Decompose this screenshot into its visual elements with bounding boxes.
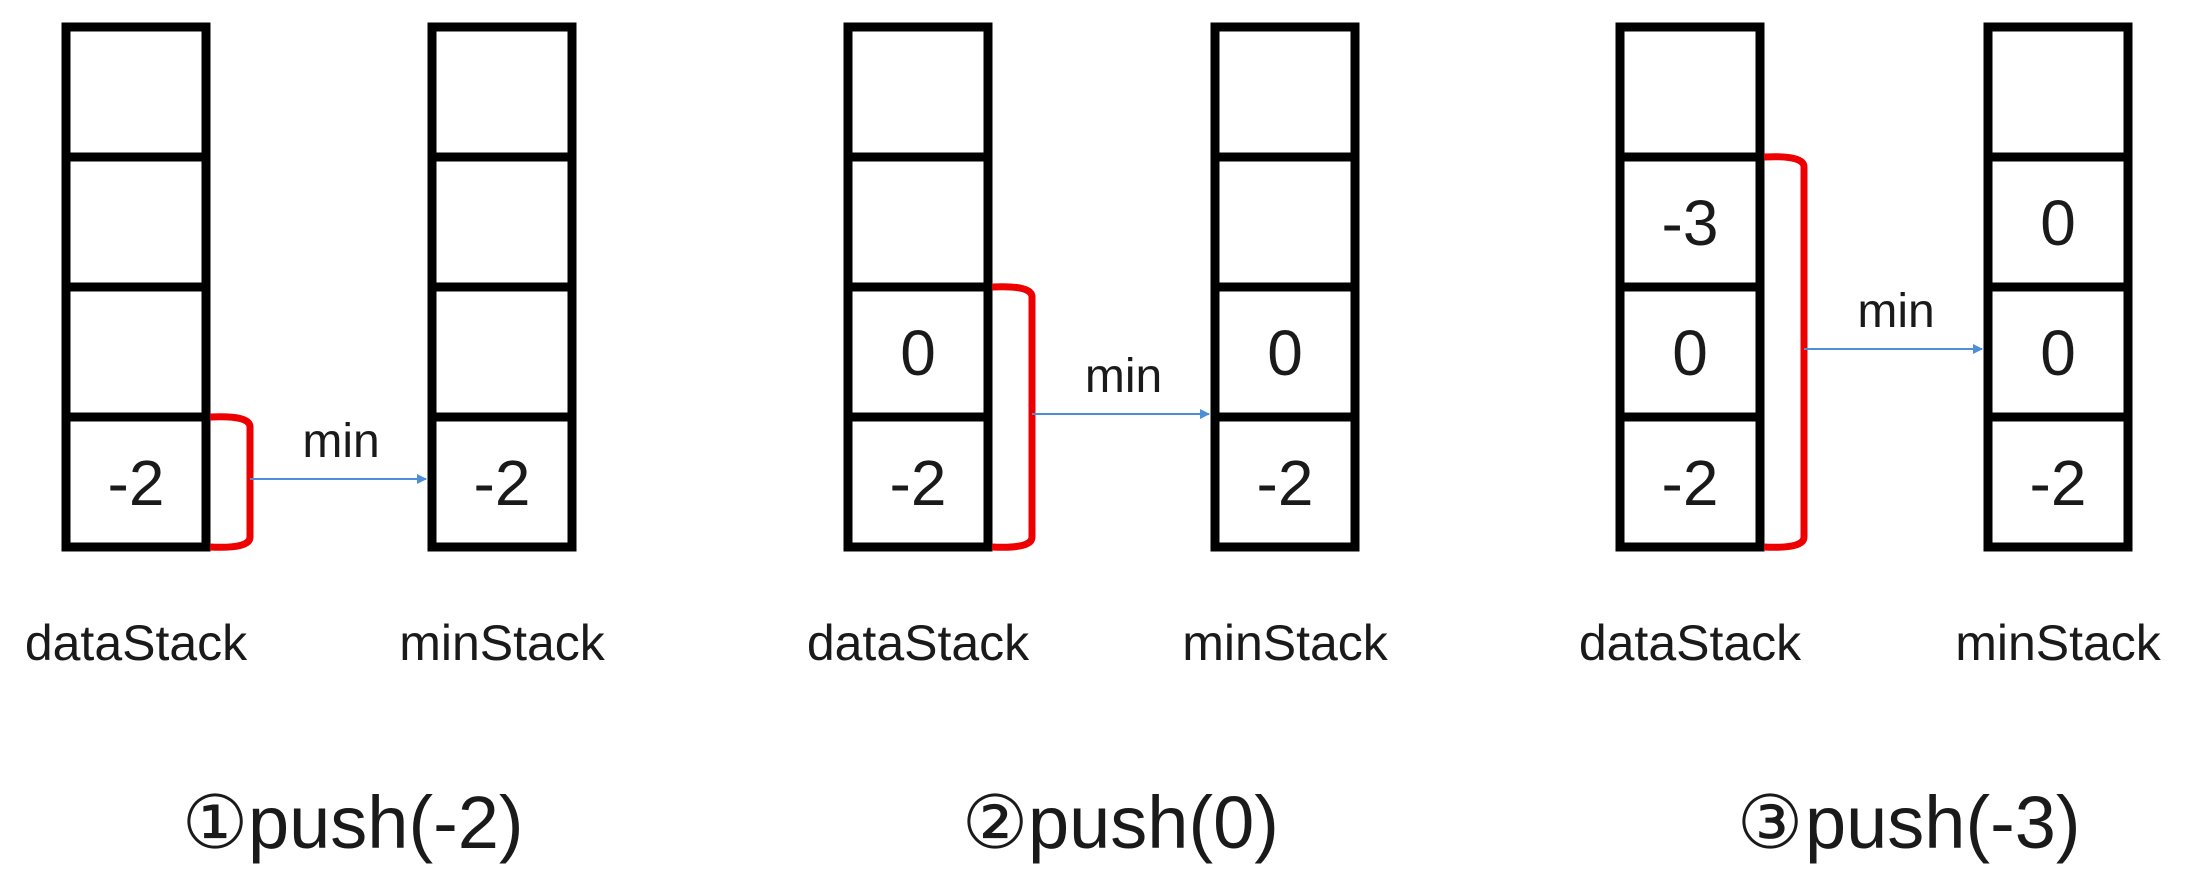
min-stack-cell: -2	[2030, 447, 2087, 519]
step-caption: push(0)	[1028, 781, 1279, 864]
range-bracket	[1763, 153, 1808, 551]
data-stack-cell-value: -2	[890, 447, 947, 519]
min-stack: -2	[427, 22, 577, 552]
min-stack-cell-value: -2	[474, 447, 531, 519]
data-stack: 0 -2	[843, 22, 993, 552]
step-number: ③	[1737, 781, 1803, 864]
min-stack-cell-value: 0	[2040, 317, 2076, 389]
data-stack-cell: -3	[1662, 187, 1719, 259]
min-stack-cell-value: 0	[1267, 317, 1303, 389]
min-stack-cell-value: -2	[1257, 447, 1314, 519]
min-arrow-label: min	[302, 415, 379, 468]
panel-step-3: -3 0 -2 0 0 -2 min dataStack minStack ③ push(-3)	[1579, 22, 2162, 864]
min-stack: 0 -2	[1210, 22, 1360, 552]
range-bracket	[991, 283, 1036, 551]
min-stack-cell: 0	[2040, 187, 2076, 259]
min-stack-cell: 0	[1267, 317, 1303, 389]
step-caption: push(-2)	[248, 781, 524, 864]
range-bracket	[209, 413, 254, 551]
data-stack-label: dataStack	[1579, 615, 1802, 671]
min-stack-label: minStack	[1955, 615, 2162, 671]
min-stack-cell: 0	[2040, 317, 2076, 389]
step-number: ②	[962, 781, 1028, 864]
min-stack-cell: -2	[474, 447, 531, 519]
panel-step-2: 0 -2 0 -2 min dataStack minStack ② push(0)	[807, 22, 1389, 864]
data-stack-cell-value: 0	[900, 317, 936, 389]
data-stack-cell: -2	[1662, 447, 1719, 519]
data-stack-cell-value: 0	[1672, 317, 1708, 389]
data-stack-cell: -2	[108, 447, 165, 519]
min-stack-label: minStack	[399, 615, 606, 671]
min-stack-cell: -2	[1257, 447, 1314, 519]
data-stack-cell-value: -3	[1662, 187, 1719, 259]
data-stack-cell: 0	[900, 317, 936, 389]
step-number: ①	[182, 781, 248, 864]
data-stack-cell-value: -2	[108, 447, 165, 519]
step-caption: push(-3)	[1805, 781, 2081, 864]
panel-step-1: -2 -2 min dataStack minStack ① push(-2)	[25, 22, 606, 864]
data-stack-cell: -2	[890, 447, 947, 519]
data-stack-label: dataStack	[25, 615, 248, 671]
min-stack: 0 0 -2	[1983, 22, 2133, 552]
data-stack-label: dataStack	[807, 615, 1030, 671]
min-stack-cell-value: -2	[2030, 447, 2087, 519]
min-arrow-label: min	[1085, 350, 1162, 403]
data-stack-cell: 0	[1672, 317, 1708, 389]
data-stack: -3 0 -2	[1615, 22, 1765, 552]
min-stack-label: minStack	[1182, 615, 1389, 671]
min-arrow-label: min	[1857, 285, 1934, 338]
data-stack: -2	[61, 22, 211, 552]
data-stack-cell-value: -2	[1662, 447, 1719, 519]
min-stack-cell-value: 0	[2040, 187, 2076, 259]
